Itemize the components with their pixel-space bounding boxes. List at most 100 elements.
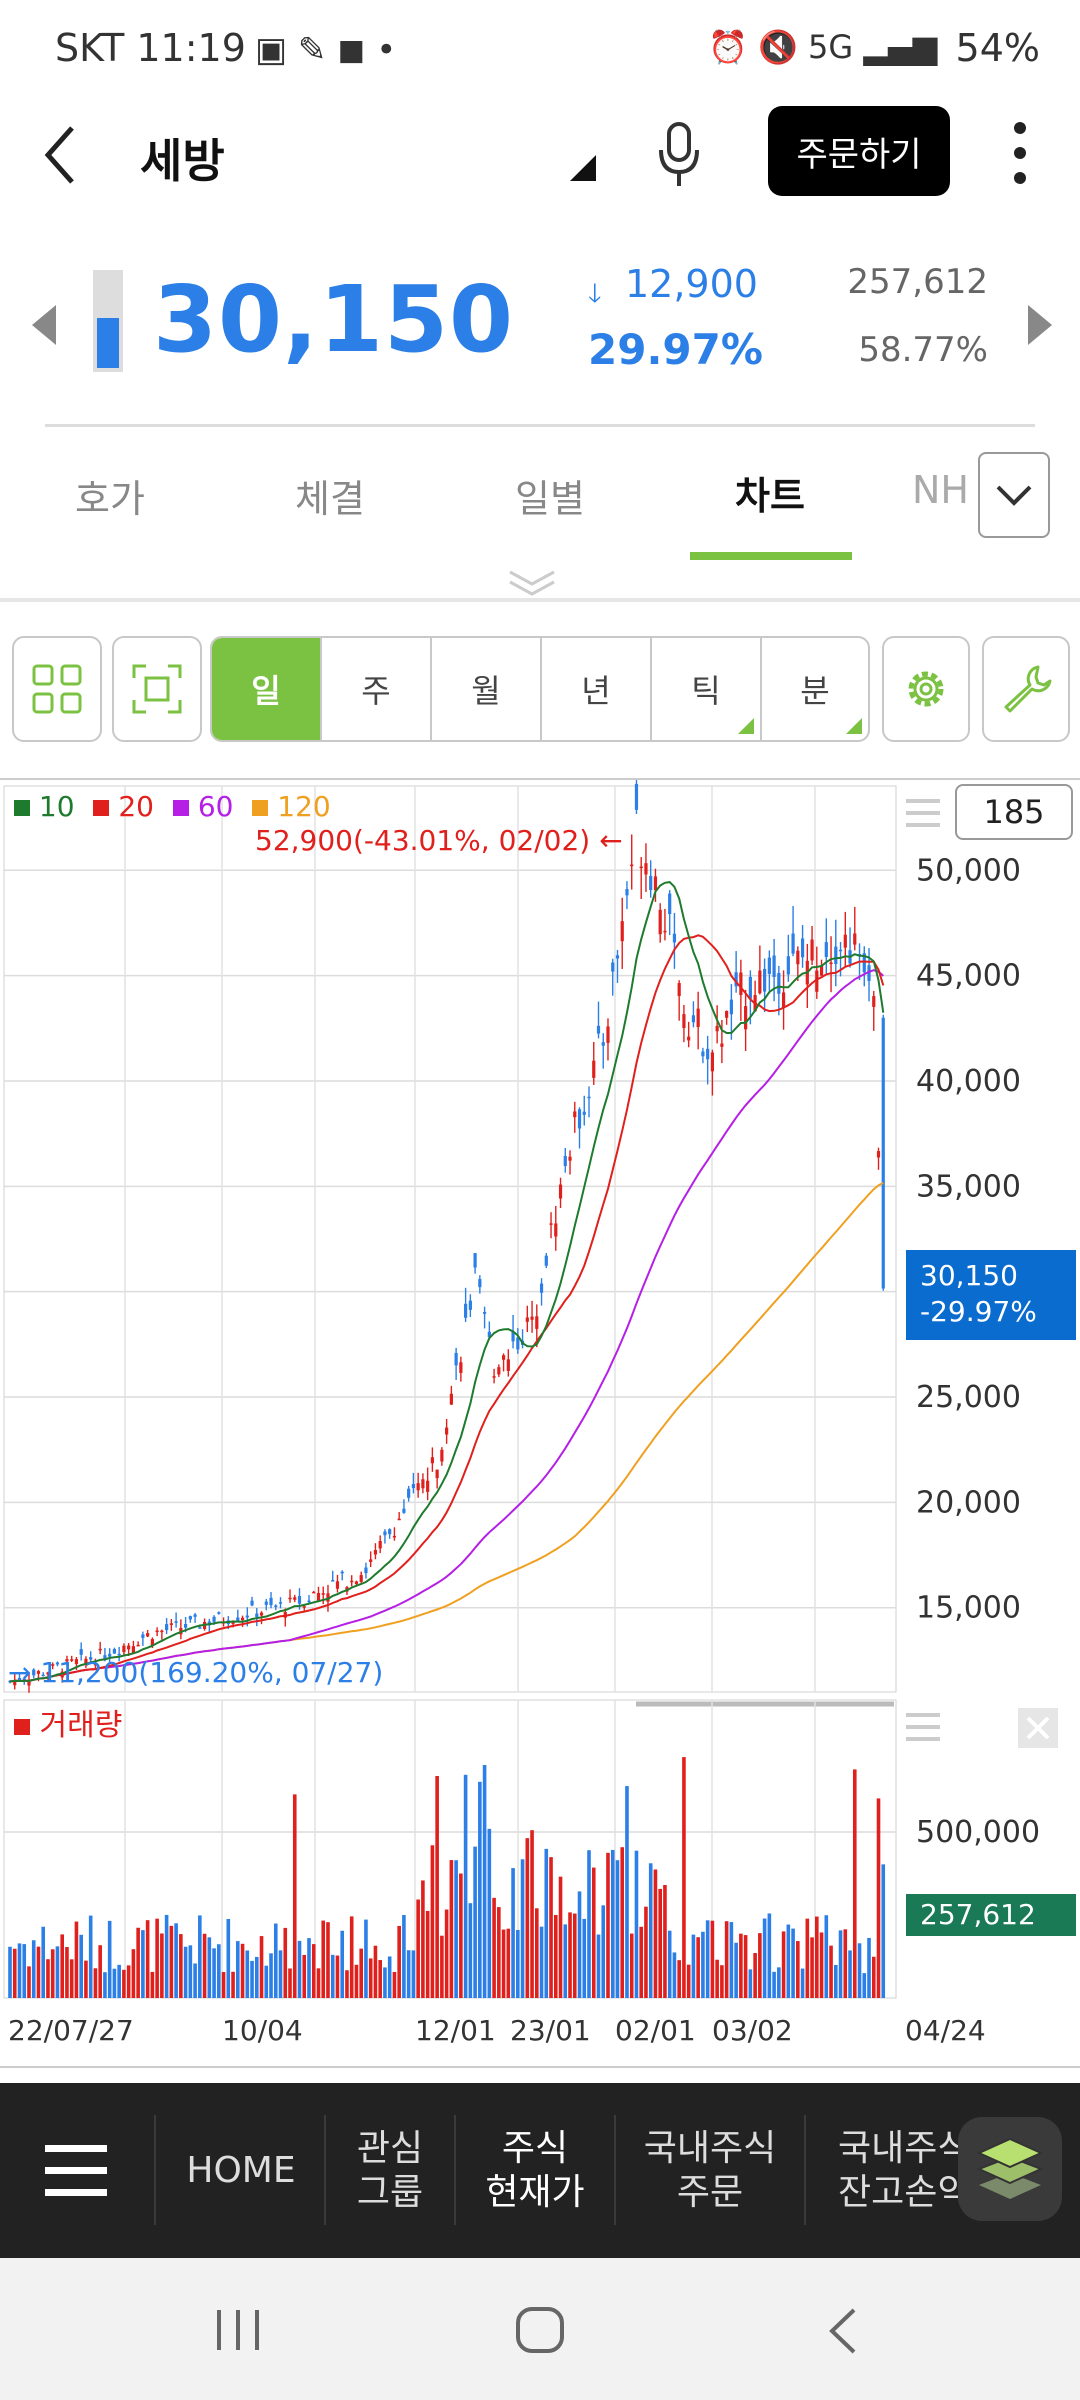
home-icon[interactable] [515, 2306, 565, 2358]
x-tick-label: 02/01 [615, 2014, 696, 2047]
recent-apps-icon[interactable] [215, 2308, 261, 2356]
volume-bar [762, 1918, 767, 1998]
next-stock-arrow-icon[interactable] [1028, 305, 1052, 349]
layout-grid-button[interactable] [12, 636, 102, 742]
candle-body [84, 1658, 88, 1666]
candle-body [596, 1025, 601, 1034]
candle-body [739, 972, 743, 996]
candle-body [767, 957, 771, 974]
volume-bar [435, 1775, 439, 1998]
tab-bar: 호가 체결 일별 차트 NH [0, 440, 1080, 570]
back-icon[interactable] [40, 120, 80, 194]
collapse-handle-icon[interactable] [506, 568, 558, 600]
candle-body [98, 1648, 102, 1651]
candle-body [74, 1659, 79, 1664]
volume-bar [663, 1884, 667, 1998]
volume-bar [188, 1945, 193, 1998]
candle-body [644, 863, 648, 875]
ma20-line [9, 934, 885, 1683]
volume-bar [734, 1942, 738, 1998]
stock-name[interactable]: 세방 [140, 134, 225, 188]
volume-bar [558, 1876, 563, 1998]
price-panel-frame [3, 785, 897, 1693]
volume-swatch [14, 1719, 30, 1735]
nav-watchlist-group[interactable]: 관심 그룹 [328, 2083, 452, 2258]
volume-bar [743, 1935, 748, 1998]
more-options-icon[interactable] [1010, 118, 1030, 192]
volume-bar [368, 1958, 373, 1998]
candle-body [615, 955, 620, 959]
price-tick-label: 40,000 [916, 1064, 1021, 1099]
candle-body [27, 1679, 31, 1686]
volume-bar [36, 1946, 41, 1998]
volume-bar [459, 1873, 463, 1998]
volume-drag-handle-icon[interactable] [906, 1710, 940, 1748]
volume-bar [425, 1910, 430, 1998]
visible-count-box[interactable]: 185 [955, 784, 1073, 840]
chart-toolbar: 일 주 월 년 틱 분 [0, 636, 1080, 744]
period-minute[interactable]: 분 [762, 638, 868, 740]
candle-body [815, 970, 819, 992]
volume-bar [402, 1915, 406, 1998]
nav-domestic-order[interactable]: 국내주식 주문 [618, 2083, 802, 2258]
price-tick-label: 15,000 [916, 1591, 1021, 1626]
tab-expand-button[interactable] [978, 452, 1050, 538]
period-year[interactable]: 년 [542, 638, 652, 740]
nav-home[interactable]: HOME [186, 2149, 296, 2191]
candle-body [668, 893, 672, 915]
drag-handle-icon[interactable] [906, 796, 940, 834]
volume-bar [715, 1959, 719, 1998]
tab-trades[interactable]: 체결 [295, 477, 365, 521]
menu-icon[interactable] [45, 2145, 107, 2201]
period-week[interactable]: 주 [322, 638, 432, 740]
candle-body [796, 950, 800, 965]
candle-body [653, 876, 658, 891]
volume-bar [416, 1899, 420, 1998]
volume-close-icon[interactable] [1018, 1708, 1058, 1752]
candle-body [791, 933, 795, 954]
volume-bar [833, 1964, 838, 1998]
tab-daily[interactable]: 일별 [515, 477, 585, 521]
candle-body [611, 962, 615, 972]
volume-bar [155, 1918, 159, 1998]
volume-bar [591, 1867, 596, 1998]
chart-area[interactable]: 50,00045,00040,00035,00030,00025,00020,0… [0, 778, 1080, 2068]
candle-body [231, 1622, 235, 1624]
nav-watchlist-line1: 관심 [356, 2127, 424, 2169]
prev-stock-arrow-icon[interactable] [32, 305, 56, 349]
tab-chart[interactable]: 차트 [735, 474, 805, 518]
period-day[interactable]: 일 [212, 638, 322, 740]
notification-icons: ▣ ✎ ◼ • [255, 30, 397, 70]
candle-body [573, 1111, 577, 1118]
candle-body [691, 1015, 696, 1023]
volume-bar [183, 1946, 188, 1998]
tab-orderbook[interactable]: 호가 [75, 477, 145, 521]
period-month[interactable]: 월 [432, 638, 542, 740]
dropdown-triangle-icon[interactable] [570, 155, 596, 185]
candle-body [492, 1376, 496, 1378]
candle-body [729, 999, 733, 1015]
tab-nh[interactable]: NH [912, 468, 969, 512]
layers-button[interactable] [958, 2117, 1062, 2221]
x-tick-label: 03/02 [712, 2014, 793, 2047]
candle-body [511, 1331, 515, 1342]
volume-bar [145, 1920, 150, 1998]
volume-bar [240, 1943, 245, 1998]
period-tick[interactable]: 틱 [652, 638, 762, 740]
order-button[interactable]: 주문하기 [768, 106, 950, 196]
nav-stock-quote[interactable]: 주식 현재가 [458, 2083, 612, 2258]
back-nav-icon[interactable] [828, 2306, 858, 2360]
nav-domestic-balance[interactable]: 국내주식 잔고손익 [808, 2083, 978, 2258]
microphone-icon[interactable] [655, 120, 703, 194]
volume-bar [193, 1963, 197, 1998]
fullscreen-button[interactable] [112, 636, 202, 742]
volume-bar [236, 1941, 240, 1998]
volume-bar [701, 1931, 705, 1998]
volume-bar [767, 1913, 772, 1998]
volume-bar [364, 1919, 368, 1998]
candle-body [715, 1026, 719, 1032]
candle-body [364, 1567, 368, 1574]
candle-body [620, 921, 624, 942]
indicator-tools-button[interactable] [982, 636, 1070, 742]
chart-settings-button[interactable] [882, 636, 970, 742]
